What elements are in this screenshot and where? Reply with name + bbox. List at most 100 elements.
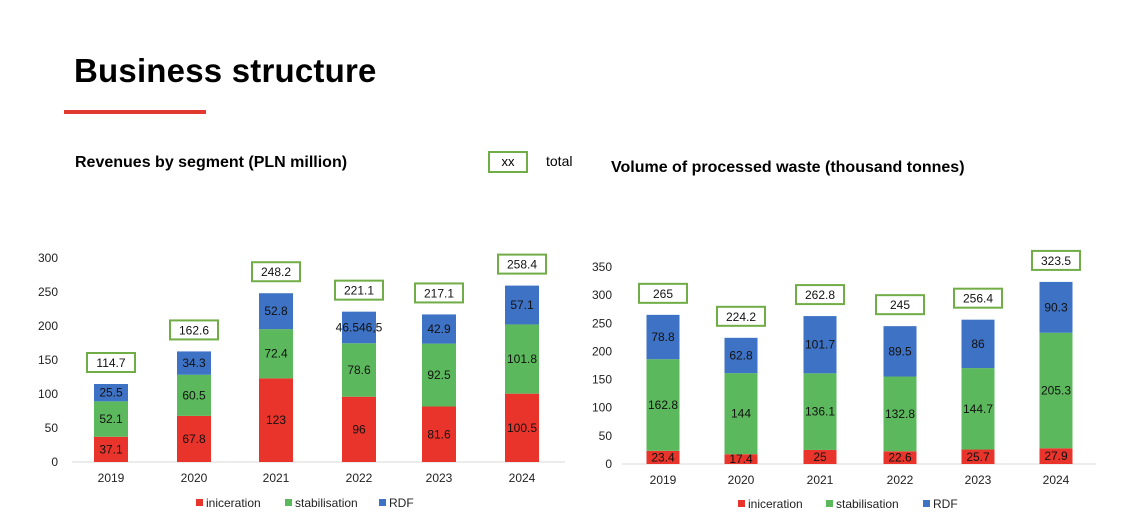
total-box [86, 352, 136, 374]
data-label: 37.1 [99, 442, 123, 456]
title-underline [64, 110, 206, 114]
data-label: 144 [731, 407, 751, 421]
data-label: 78.8 [651, 330, 675, 344]
data-label: 17.4 [729, 452, 753, 466]
data-label: 136.1 [805, 405, 835, 419]
data-label: 57.1 [510, 298, 534, 312]
total-label: 265 [653, 287, 673, 301]
total-label: 258.4 [507, 258, 537, 272]
total-box [1031, 249, 1081, 271]
y-tick-label: 300 [38, 251, 58, 265]
x-tick-label: 2023 [426, 471, 453, 485]
y-tick-label: 250 [592, 316, 612, 330]
bar-segment-rdf [505, 285, 539, 325]
legend-swatch-stabilisation [285, 499, 292, 506]
data-label: 132.8 [885, 407, 915, 421]
bar-segment-rdf [94, 384, 128, 402]
total-box [334, 279, 384, 301]
legend-label: RDF [389, 496, 414, 510]
total-box [414, 282, 464, 304]
bar-segment-stabilisation [961, 368, 995, 450]
data-label: 162.8 [648, 398, 678, 412]
bar-segment-iniceration [422, 406, 456, 462]
bar-segment-rdf [724, 337, 758, 374]
y-tick-label: 50 [599, 429, 613, 443]
bar-segment-iniceration [646, 450, 680, 464]
y-tick-label: 100 [38, 387, 58, 401]
data-label: 89.5 [888, 344, 912, 358]
bar-segment-stabilisation [724, 373, 758, 455]
data-label: 205.3 [1041, 384, 1071, 398]
bar-segment-rdf [342, 311, 376, 344]
bar-segment-stabilisation [505, 324, 539, 394]
x-tick-label: 2024 [509, 471, 536, 485]
page-title: Business structure [74, 52, 377, 89]
data-label: 101.7 [805, 338, 835, 352]
y-tick-label: 0 [51, 455, 58, 469]
data-label: 22.6 [888, 451, 912, 465]
bar-segment-iniceration [803, 449, 837, 464]
x-tick-label: 2022 [346, 471, 373, 485]
y-tick-label: 300 [592, 288, 612, 302]
total-label: 262.8 [805, 288, 835, 302]
total-box [251, 261, 301, 283]
total-key-label: total [546, 153, 573, 169]
data-label: 100.5 [507, 421, 537, 435]
bar-segment-iniceration [505, 393, 539, 462]
data-label: 42.9 [427, 322, 451, 336]
x-tick-label: 2021 [263, 471, 290, 485]
x-tick-label: 2023 [965, 473, 992, 487]
y-tick-label: 150 [592, 373, 612, 387]
bar-segment-iniceration [961, 449, 995, 464]
bar-segment-stabilisation [1039, 332, 1073, 449]
legend-label: RDF [933, 497, 958, 511]
y-tick-label: 50 [45, 421, 59, 435]
total-label: 224.2 [726, 310, 756, 324]
legend-label: iniceration [748, 497, 803, 511]
data-label: 25.7 [966, 450, 990, 464]
bar-segment-iniceration [883, 451, 917, 464]
x-tick-label: 2020 [181, 471, 208, 485]
data-label: 123 [266, 413, 286, 427]
y-tick-label: 150 [38, 353, 58, 367]
chart-2-title: Volume of processed waste (thousand tonn… [611, 159, 965, 176]
data-label: 78.6 [347, 363, 371, 377]
bar-segment-stabilisation [883, 376, 917, 452]
data-label: 25.5 [99, 386, 123, 400]
data-label: 46.546,5 [336, 320, 383, 334]
data-label: 25 [813, 450, 827, 464]
y-tick-label: 350 [592, 260, 612, 274]
data-label: 72.4 [264, 347, 288, 361]
x-tick-label: 2021 [807, 473, 834, 487]
legend-label: iniceration [206, 496, 261, 510]
data-label: 62.8 [729, 348, 753, 362]
total-box [875, 294, 925, 316]
data-label: 60.5 [182, 388, 206, 402]
legend-swatch-iniceration [738, 500, 745, 507]
chart-1-title: Revenues by segment (PLN million) [75, 154, 348, 171]
legend-swatch-stabilisation [826, 500, 833, 507]
legend-label: stabilisation [836, 497, 899, 511]
legend-swatch-iniceration [196, 499, 203, 506]
total-label: 323.5 [1041, 254, 1071, 268]
data-label: 23.4 [651, 450, 675, 464]
bar-segment-rdf [259, 293, 293, 330]
y-tick-label: 100 [592, 401, 612, 415]
data-label: 144.7 [963, 402, 993, 416]
bar-segment-iniceration [1039, 448, 1073, 464]
total-box [169, 319, 219, 341]
bar-segment-stabilisation [646, 359, 680, 451]
bar-segment-stabilisation [259, 329, 293, 379]
bar-segment-stabilisation [177, 374, 211, 416]
total-label: 245 [890, 298, 910, 312]
data-label: 67.8 [182, 432, 206, 446]
data-label: 81.6 [427, 427, 451, 441]
bar-segment-stabilisation [94, 401, 128, 437]
total-key-box: xx [488, 151, 528, 173]
legend-swatch-rdf [923, 500, 930, 507]
data-label: 27.9 [1044, 449, 1068, 463]
bar-segment-rdf [803, 316, 837, 374]
y-tick-label: 250 [38, 285, 58, 299]
total-box [953, 287, 1003, 309]
bar-segment-stabilisation [342, 343, 376, 397]
